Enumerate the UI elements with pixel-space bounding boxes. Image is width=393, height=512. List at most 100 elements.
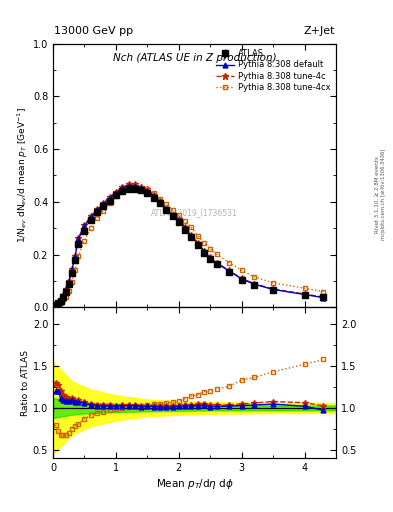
Pythia 8.308 default xyxy=(56,300,61,306)
Pythia 8.308 tune-4c xyxy=(126,181,131,187)
Pythia 8.308 tune-4c xyxy=(170,211,175,218)
Pythia 8.308 default xyxy=(88,214,93,220)
Pythia 8.308 default xyxy=(61,293,66,299)
Pythia 8.308 tune-4c xyxy=(227,267,231,273)
Pythia 8.308 tune-4c xyxy=(252,281,257,287)
Pythia 8.308 default xyxy=(58,297,63,303)
Pythia 8.308 tune-4cx xyxy=(58,300,63,306)
Text: Nch (ATLAS UE in Z production): Nch (ATLAS UE in Z production) xyxy=(113,53,276,63)
Text: Rivet 3.1.10, ≥ 2.8M events: Rivet 3.1.10, ≥ 2.8M events xyxy=(375,156,380,233)
Pythia 8.308 tune-4cx xyxy=(183,218,187,224)
Pythia 8.308 default xyxy=(202,248,206,254)
Pythia 8.308 tune-4cx xyxy=(158,196,162,202)
Pythia 8.308 tune-4cx xyxy=(73,267,77,273)
Pythia 8.308 tune-4c xyxy=(61,292,66,298)
Pythia 8.308 tune-4cx xyxy=(61,297,66,304)
Pythia 8.308 tune-4cx xyxy=(53,302,58,308)
Pythia 8.308 tune-4cx xyxy=(302,285,307,291)
Pythia 8.308 tune-4c xyxy=(76,235,81,241)
Pythia 8.308 default xyxy=(82,223,87,229)
Pythia 8.308 tune-4c xyxy=(158,198,162,204)
Pythia 8.308 tune-4c xyxy=(321,294,326,300)
Pythia 8.308 tune-4cx xyxy=(88,225,93,231)
Pythia 8.308 tune-4c xyxy=(63,286,68,292)
Pythia 8.308 default xyxy=(53,301,58,307)
X-axis label: Mean $p_{T}$/d$\eta$ d$\phi$: Mean $p_{T}$/d$\eta$ d$\phi$ xyxy=(156,477,233,492)
Line: Pythia 8.308 tune-4cx: Pythia 8.308 tune-4cx xyxy=(53,184,326,308)
Pythia 8.308 tune-4cx xyxy=(164,201,169,207)
Pythia 8.308 tune-4c xyxy=(151,191,156,198)
Pythia 8.308 tune-4c xyxy=(208,254,213,260)
Pythia 8.308 default xyxy=(151,193,156,199)
Pythia 8.308 default xyxy=(126,182,131,188)
Text: mcplots.cern.ch [arXiv:1306.3436]: mcplots.cern.ch [arXiv:1306.3436] xyxy=(381,149,386,240)
Pythia 8.308 default xyxy=(63,287,68,293)
Pythia 8.308 tune-4cx xyxy=(189,224,194,230)
Pythia 8.308 tune-4c xyxy=(70,266,74,272)
Pythia 8.308 tune-4cx xyxy=(214,251,219,257)
Pythia 8.308 tune-4c xyxy=(95,206,99,212)
Pythia 8.308 tune-4cx xyxy=(101,207,106,214)
Pythia 8.308 tune-4cx xyxy=(239,267,244,273)
Pythia 8.308 default xyxy=(76,236,81,242)
Pythia 8.308 tune-4cx xyxy=(139,185,143,191)
Pythia 8.308 tune-4c xyxy=(101,200,106,206)
Pythia 8.308 tune-4c xyxy=(82,222,87,228)
Pythia 8.308 default xyxy=(164,206,169,212)
Pythia 8.308 default xyxy=(120,185,125,191)
Pythia 8.308 default xyxy=(321,294,326,301)
Pythia 8.308 tune-4cx xyxy=(208,246,213,252)
Pythia 8.308 tune-4c xyxy=(53,301,58,307)
Pythia 8.308 tune-4cx xyxy=(114,193,118,199)
Pythia 8.308 tune-4c xyxy=(139,184,143,190)
Pythia 8.308 default xyxy=(158,199,162,205)
Y-axis label: 1/N$_{ev}$ dN$_{ev}$/d mean $p_{T}$ [GeV$^{-1}$]: 1/N$_{ev}$ dN$_{ev}$/d mean $p_{T}$ [GeV… xyxy=(16,108,30,243)
Pythia 8.308 tune-4c xyxy=(56,300,61,306)
Pythia 8.308 default xyxy=(195,241,200,247)
Pythia 8.308 default xyxy=(208,255,213,261)
Pythia 8.308 tune-4c xyxy=(145,186,150,193)
Pythia 8.308 tune-4c xyxy=(195,240,200,246)
Pythia 8.308 default xyxy=(95,207,99,213)
Pythia 8.308 tune-4c xyxy=(176,216,181,222)
Pythia 8.308 tune-4cx xyxy=(56,302,61,308)
Pythia 8.308 tune-4c xyxy=(120,184,125,190)
Pythia 8.308 tune-4c xyxy=(58,296,63,303)
Pythia 8.308 tune-4c xyxy=(73,252,77,259)
Pythia 8.308 tune-4cx xyxy=(176,211,181,218)
Pythia 8.308 tune-4c xyxy=(107,194,112,200)
Pythia 8.308 tune-4c xyxy=(271,286,275,292)
Pythia 8.308 default xyxy=(239,276,244,282)
Pythia 8.308 tune-4cx xyxy=(76,253,81,260)
Pythia 8.308 tune-4c xyxy=(114,189,118,195)
Pythia 8.308 tune-4c xyxy=(132,181,137,187)
Pythia 8.308 tune-4c xyxy=(202,248,206,254)
Pythia 8.308 default xyxy=(70,267,74,273)
Text: ATLAS_2019_I1736531: ATLAS_2019_I1736531 xyxy=(151,208,238,217)
Text: 13000 GeV pp: 13000 GeV pp xyxy=(54,26,133,36)
Pythia 8.308 tune-4c xyxy=(183,224,187,230)
Pythia 8.308 default xyxy=(302,291,307,297)
Pythia 8.308 tune-4cx xyxy=(70,279,74,285)
Pythia 8.308 tune-4c xyxy=(189,232,194,238)
Pythia 8.308 default xyxy=(170,212,175,219)
Pythia 8.308 tune-4cx xyxy=(82,238,87,244)
Pythia 8.308 default xyxy=(114,190,118,196)
Pythia 8.308 tune-4c xyxy=(302,291,307,297)
Pythia 8.308 tune-4cx xyxy=(107,200,112,206)
Pythia 8.308 tune-4cx xyxy=(126,184,131,190)
Pythia 8.308 tune-4cx xyxy=(63,293,68,300)
Pythia 8.308 tune-4c xyxy=(88,213,93,219)
Pythia 8.308 default xyxy=(73,253,77,260)
Pythia 8.308 tune-4cx xyxy=(202,240,206,246)
Line: Pythia 8.308 tune-4c: Pythia 8.308 tune-4c xyxy=(52,181,327,307)
Pythia 8.308 tune-4c xyxy=(66,278,71,284)
Pythia 8.308 default xyxy=(227,268,231,274)
Pythia 8.308 tune-4cx xyxy=(252,274,257,280)
Pythia 8.308 tune-4cx xyxy=(227,260,231,266)
Pythia 8.308 tune-4cx xyxy=(271,280,275,286)
Pythia 8.308 tune-4c xyxy=(239,275,244,282)
Pythia 8.308 tune-4c xyxy=(214,260,219,266)
Pythia 8.308 tune-4cx xyxy=(132,183,137,189)
Pythia 8.308 default xyxy=(145,187,150,194)
